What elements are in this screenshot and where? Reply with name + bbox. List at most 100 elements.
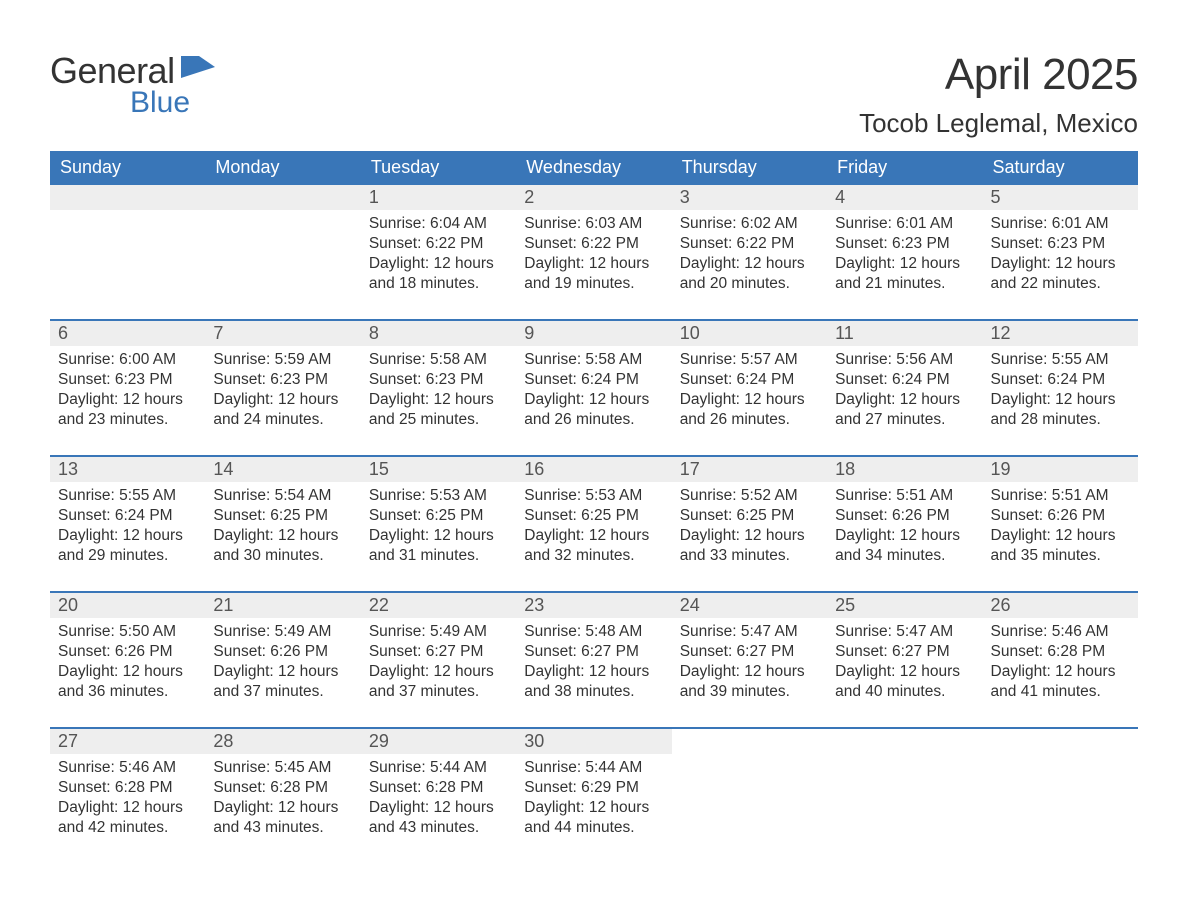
day-body: Sunrise: 5:53 AMSunset: 6:25 PMDaylight:… [361, 482, 516, 571]
day-number: 2 [516, 185, 671, 210]
day-cell: 7Sunrise: 5:59 AMSunset: 6:23 PMDaylight… [205, 321, 360, 441]
sunrise-text: Sunrise: 6:00 AM [58, 350, 197, 370]
day-cell: 4Sunrise: 6:01 AMSunset: 6:23 PMDaylight… [827, 185, 982, 305]
calendar: SundayMondayTuesdayWednesdayThursdayFrid… [50, 151, 1138, 849]
day-cell [983, 729, 1138, 849]
week-row: 27Sunrise: 5:46 AMSunset: 6:28 PMDayligh… [50, 727, 1138, 849]
day-cell: 26Sunrise: 5:46 AMSunset: 6:28 PMDayligh… [983, 593, 1138, 713]
day-cell: 1Sunrise: 6:04 AMSunset: 6:22 PMDaylight… [361, 185, 516, 305]
daylight-text: Daylight: 12 hours and 43 minutes. [369, 798, 508, 838]
sunset-text: Sunset: 6:26 PM [991, 506, 1130, 526]
day-header: Friday [827, 151, 982, 185]
day-body: Sunrise: 5:49 AMSunset: 6:27 PMDaylight:… [361, 618, 516, 707]
sunrise-text: Sunrise: 5:44 AM [524, 758, 663, 778]
sunrise-text: Sunrise: 5:53 AM [524, 486, 663, 506]
month-title: April 2025 [859, 50, 1138, 100]
daylight-text: Daylight: 12 hours and 19 minutes. [524, 254, 663, 294]
logo-text-blue: Blue [130, 86, 295, 120]
daylight-text: Daylight: 12 hours and 21 minutes. [835, 254, 974, 294]
day-cell: 5Sunrise: 6:01 AMSunset: 6:23 PMDaylight… [983, 185, 1138, 305]
sunset-text: Sunset: 6:26 PM [835, 506, 974, 526]
day-body: Sunrise: 6:00 AMSunset: 6:23 PMDaylight:… [50, 346, 205, 435]
day-cell: 8Sunrise: 5:58 AMSunset: 6:23 PMDaylight… [361, 321, 516, 441]
day-body: Sunrise: 5:55 AMSunset: 6:24 PMDaylight:… [50, 482, 205, 571]
day-number: 14 [205, 457, 360, 482]
day-number: 6 [50, 321, 205, 346]
sunset-text: Sunset: 6:28 PM [213, 778, 352, 798]
day-body: Sunrise: 5:50 AMSunset: 6:26 PMDaylight:… [50, 618, 205, 707]
daylight-text: Daylight: 12 hours and 28 minutes. [991, 390, 1130, 430]
day-body: Sunrise: 5:44 AMSunset: 6:28 PMDaylight:… [361, 754, 516, 843]
day-number: 16 [516, 457, 671, 482]
daylight-text: Daylight: 12 hours and 33 minutes. [680, 526, 819, 566]
day-number: 17 [672, 457, 827, 482]
day-number: 8 [361, 321, 516, 346]
day-number: 18 [827, 457, 982, 482]
daylight-text: Daylight: 12 hours and 29 minutes. [58, 526, 197, 566]
day-body: Sunrise: 5:58 AMSunset: 6:24 PMDaylight:… [516, 346, 671, 435]
day-header: Tuesday [361, 151, 516, 185]
sunrise-text: Sunrise: 5:46 AM [991, 622, 1130, 642]
day-number: 12 [983, 321, 1138, 346]
day-number: 5 [983, 185, 1138, 210]
sunset-text: Sunset: 6:24 PM [835, 370, 974, 390]
day-body: Sunrise: 5:45 AMSunset: 6:28 PMDaylight:… [205, 754, 360, 843]
day-cell: 22Sunrise: 5:49 AMSunset: 6:27 PMDayligh… [361, 593, 516, 713]
day-body: Sunrise: 5:54 AMSunset: 6:25 PMDaylight:… [205, 482, 360, 571]
week-row: 13Sunrise: 5:55 AMSunset: 6:24 PMDayligh… [50, 455, 1138, 577]
day-body: Sunrise: 5:51 AMSunset: 6:26 PMDaylight:… [827, 482, 982, 571]
week-row: 20Sunrise: 5:50 AMSunset: 6:26 PMDayligh… [50, 591, 1138, 713]
daylight-text: Daylight: 12 hours and 18 minutes. [369, 254, 508, 294]
sunset-text: Sunset: 6:24 PM [524, 370, 663, 390]
daylight-text: Daylight: 12 hours and 25 minutes. [369, 390, 508, 430]
title-block: April 2025 Tocob Leglemal, Mexico [859, 50, 1138, 139]
sunrise-text: Sunrise: 6:01 AM [835, 214, 974, 234]
sunset-text: Sunset: 6:24 PM [680, 370, 819, 390]
logo: General Blue [50, 50, 215, 126]
day-cell: 11Sunrise: 5:56 AMSunset: 6:24 PMDayligh… [827, 321, 982, 441]
sunrise-text: Sunrise: 5:46 AM [58, 758, 197, 778]
daylight-text: Daylight: 12 hours and 32 minutes. [524, 526, 663, 566]
sunrise-text: Sunrise: 5:47 AM [835, 622, 974, 642]
day-number: 13 [50, 457, 205, 482]
day-cell: 23Sunrise: 5:48 AMSunset: 6:27 PMDayligh… [516, 593, 671, 713]
day-body: Sunrise: 5:46 AMSunset: 6:28 PMDaylight:… [983, 618, 1138, 707]
day-cell [50, 185, 205, 305]
sunrise-text: Sunrise: 6:02 AM [680, 214, 819, 234]
day-body: Sunrise: 5:58 AMSunset: 6:23 PMDaylight:… [361, 346, 516, 435]
sunrise-text: Sunrise: 5:55 AM [991, 350, 1130, 370]
day-cell: 29Sunrise: 5:44 AMSunset: 6:28 PMDayligh… [361, 729, 516, 849]
day-number: 9 [516, 321, 671, 346]
day-body: Sunrise: 5:55 AMSunset: 6:24 PMDaylight:… [983, 346, 1138, 435]
day-cell: 3Sunrise: 6:02 AMSunset: 6:22 PMDaylight… [672, 185, 827, 305]
sunrise-text: Sunrise: 5:50 AM [58, 622, 197, 642]
daylight-text: Daylight: 12 hours and 30 minutes. [213, 526, 352, 566]
day-number: 7 [205, 321, 360, 346]
sunset-text: Sunset: 6:25 PM [369, 506, 508, 526]
day-body: Sunrise: 5:56 AMSunset: 6:24 PMDaylight:… [827, 346, 982, 435]
day-number: 10 [672, 321, 827, 346]
sunrise-text: Sunrise: 5:55 AM [58, 486, 197, 506]
sunset-text: Sunset: 6:24 PM [58, 506, 197, 526]
daylight-text: Daylight: 12 hours and 42 minutes. [58, 798, 197, 838]
day-number [50, 185, 205, 210]
daylight-text: Daylight: 12 hours and 38 minutes. [524, 662, 663, 702]
sunset-text: Sunset: 6:27 PM [835, 642, 974, 662]
daylight-text: Daylight: 12 hours and 37 minutes. [213, 662, 352, 702]
sunset-text: Sunset: 6:22 PM [524, 234, 663, 254]
sunset-text: Sunset: 6:28 PM [58, 778, 197, 798]
sunset-text: Sunset: 6:26 PM [213, 642, 352, 662]
location-text: Tocob Leglemal, Mexico [859, 108, 1138, 139]
day-number: 23 [516, 593, 671, 618]
day-body: Sunrise: 6:01 AMSunset: 6:23 PMDaylight:… [827, 210, 982, 299]
daylight-text: Daylight: 12 hours and 40 minutes. [835, 662, 974, 702]
day-body: Sunrise: 5:59 AMSunset: 6:23 PMDaylight:… [205, 346, 360, 435]
sunrise-text: Sunrise: 6:04 AM [369, 214, 508, 234]
day-number: 21 [205, 593, 360, 618]
day-number: 20 [50, 593, 205, 618]
day-number: 26 [983, 593, 1138, 618]
sunrise-text: Sunrise: 5:56 AM [835, 350, 974, 370]
daylight-text: Daylight: 12 hours and 44 minutes. [524, 798, 663, 838]
sunset-text: Sunset: 6:22 PM [369, 234, 508, 254]
day-cell: 6Sunrise: 6:00 AMSunset: 6:23 PMDaylight… [50, 321, 205, 441]
